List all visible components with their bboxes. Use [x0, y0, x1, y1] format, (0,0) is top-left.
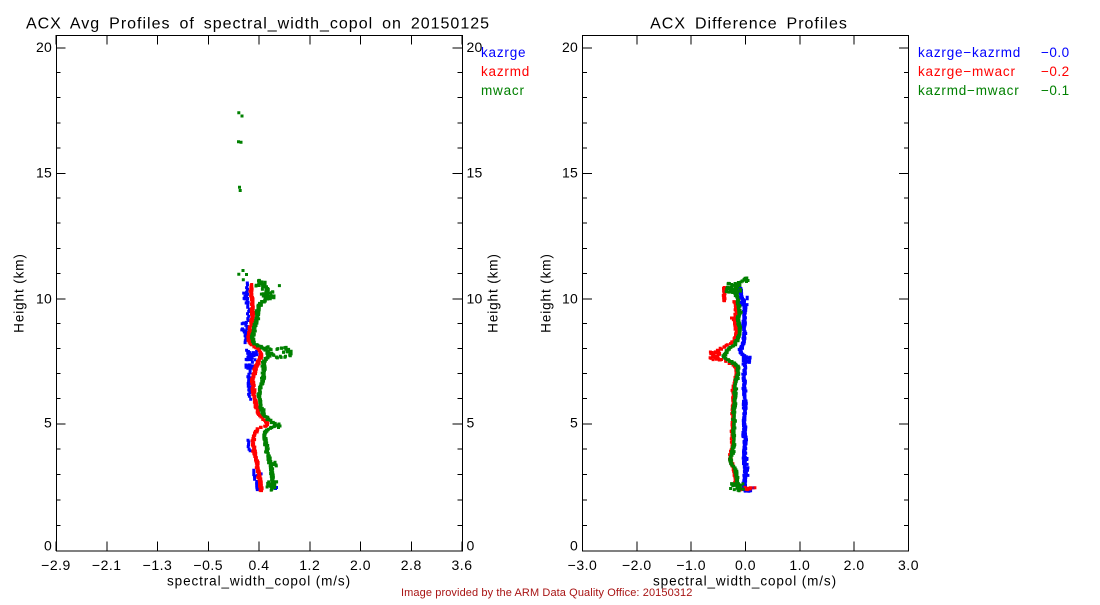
svg-text:Height (km): Height (km)	[12, 253, 27, 333]
svg-text:ACX Difference Profiles: ACX Difference Profiles	[650, 15, 848, 32]
svg-text:spectral_width_copol (m/s): spectral_width_copol (m/s)	[167, 574, 351, 589]
svg-text:spectral_width_copol (m/s): spectral_width_copol (m/s)	[653, 574, 837, 589]
svg-text:kazrge−mwacr: kazrge−mwacr	[918, 64, 1016, 79]
svg-text:−1.3: −1.3	[143, 557, 173, 573]
svg-text:0.4: 0.4	[249, 557, 270, 573]
svg-text:2.0: 2.0	[350, 557, 371, 573]
svg-text:kazrge: kazrge	[481, 45, 526, 60]
svg-text:10: 10	[562, 291, 578, 307]
svg-text:−0.0: −0.0	[1041, 45, 1070, 60]
svg-text:1.2: 1.2	[299, 557, 320, 573]
svg-text:5: 5	[44, 415, 52, 431]
svg-text:Height (km): Height (km)	[539, 253, 554, 333]
svg-text:15: 15	[467, 165, 483, 181]
svg-text:3.6: 3.6	[452, 557, 473, 573]
svg-text:20: 20	[562, 39, 578, 55]
svg-text:0.0: 0.0	[735, 557, 756, 573]
svg-text:kazrmd−mwacr: kazrmd−mwacr	[918, 83, 1020, 98]
svg-text:15: 15	[562, 165, 578, 181]
svg-text:20: 20	[36, 39, 52, 55]
svg-text:20: 20	[467, 39, 483, 55]
svg-text:−3.0: −3.0	[568, 557, 598, 573]
svg-text:5: 5	[467, 415, 475, 431]
svg-text:−2.1: −2.1	[92, 557, 122, 573]
svg-text:1.0: 1.0	[789, 557, 810, 573]
svg-text:−1.0: −1.0	[676, 557, 706, 573]
svg-text:0: 0	[570, 537, 578, 553]
svg-text:15: 15	[36, 165, 52, 181]
svg-text:0: 0	[44, 537, 52, 553]
svg-text:3.0: 3.0	[898, 557, 919, 573]
svg-text:2.0: 2.0	[844, 557, 865, 573]
svg-text:−2.9: −2.9	[41, 557, 71, 573]
svg-text:0: 0	[467, 537, 475, 553]
svg-text:mwacr: mwacr	[481, 83, 525, 98]
svg-text:−0.2: −0.2	[1041, 64, 1070, 79]
svg-text:5: 5	[570, 415, 578, 431]
svg-text:Image provided by the ARM Data: Image provided by the ARM Data Quality O…	[401, 587, 692, 599]
svg-text:10: 10	[36, 291, 52, 307]
svg-text:−0.5: −0.5	[193, 557, 223, 573]
svg-text:−2.0: −2.0	[622, 557, 652, 573]
svg-text:Height (km): Height (km)	[486, 253, 501, 333]
svg-text:kazrge−kazrmd: kazrge−kazrmd	[918, 45, 1021, 60]
svg-text:2.8: 2.8	[401, 557, 422, 573]
svg-text:10: 10	[467, 291, 483, 307]
svg-text:−0.1: −0.1	[1041, 83, 1070, 98]
svg-text:kazrmd: kazrmd	[481, 64, 530, 79]
svg-text:ACX Avg Profiles of spectral_w: ACX Avg Profiles of spectral_width_copol…	[26, 15, 490, 32]
